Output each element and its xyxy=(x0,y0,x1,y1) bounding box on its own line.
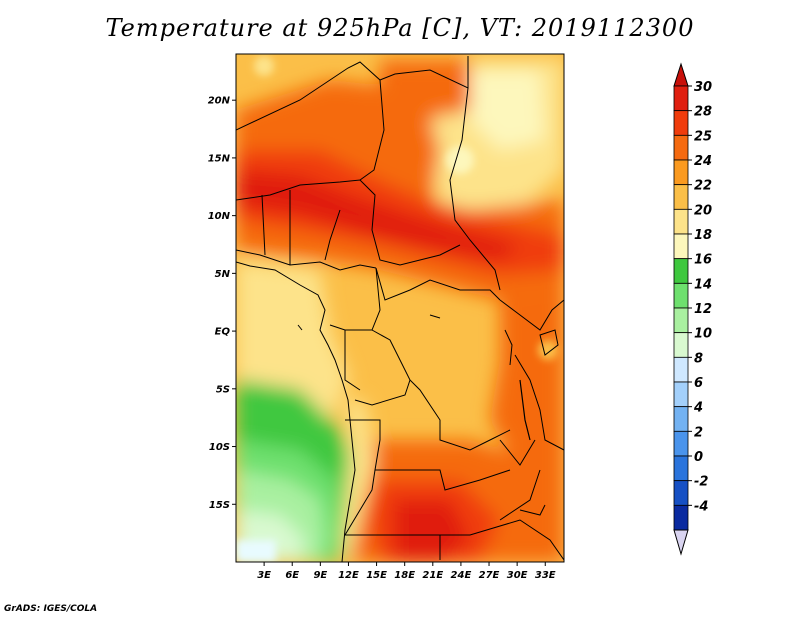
colorbar-swatch xyxy=(673,332,689,358)
colorbar-label: 0 xyxy=(694,450,703,465)
colorbar-label: 24 xyxy=(694,154,712,169)
colorbar-swatch xyxy=(673,258,689,284)
colorbar-swatch xyxy=(673,233,689,260)
lat-tick-label: EQ xyxy=(215,327,231,338)
lon-tick-label: 24E xyxy=(451,570,472,581)
lon-tick-label: 6E xyxy=(285,570,299,581)
latitude-axis: 20N 15N 10N 5N EQ 5S 10S 15S xyxy=(208,96,236,511)
colorbar-label: 20 xyxy=(694,203,712,218)
colorbar-swatch xyxy=(673,134,689,161)
lat-tick-label: 5S xyxy=(216,384,230,395)
lat-tick-label: 15S xyxy=(209,500,230,511)
colorbar-label: 16 xyxy=(694,253,712,268)
longitude-axis: 3E 6E 9E 12E 15E 18E 21E 24E 27E 30E 33E xyxy=(257,562,556,581)
lat-tick-label: 15N xyxy=(208,153,231,164)
colorbar-label: 22 xyxy=(694,179,712,194)
colorbar-swatch xyxy=(673,307,689,334)
colorbar-swatch xyxy=(673,381,689,408)
colorbar-swatch xyxy=(673,455,689,482)
lon-tick-label: 9E xyxy=(313,570,327,581)
lon-tick-label: 15E xyxy=(366,570,387,581)
colorbar-label: 10 xyxy=(694,327,712,342)
colorbar-label: 28 xyxy=(694,105,712,120)
lon-tick-label: 33E xyxy=(535,570,556,581)
colorbar-swatch xyxy=(673,406,689,432)
plot-frame xyxy=(235,53,565,563)
temperature-field xyxy=(236,54,564,562)
colorbar-swatch xyxy=(673,159,689,186)
colorbar-label: 18 xyxy=(694,228,712,243)
colorbar-swatch xyxy=(673,110,689,136)
colorbar-swatch xyxy=(673,184,689,210)
lon-tick-label: 12E xyxy=(338,570,359,581)
colorbar-label: 4 xyxy=(693,401,703,416)
lat-tick-label: 20N xyxy=(208,96,231,107)
colorbar-swatch xyxy=(673,480,689,506)
colorbar-swatch xyxy=(673,430,689,457)
lat-tick-label: 10N xyxy=(208,211,231,222)
colorbar-label: 8 xyxy=(694,351,703,366)
colorbar-bottom-arrow xyxy=(673,529,689,556)
colorbar-label: 25 xyxy=(694,129,712,144)
map-title: Temperature at 925hPa [C], VT: 201911230… xyxy=(105,14,695,42)
lat-tick-label: 10S xyxy=(209,442,230,453)
lon-tick-label: 3E xyxy=(257,570,271,581)
colorbar-top-arrow xyxy=(673,62,689,87)
lon-tick-label: 27E xyxy=(479,570,500,581)
coastline xyxy=(236,261,559,562)
lat-tick-label: 5N xyxy=(215,269,231,280)
colorbar-label: 2 xyxy=(694,425,703,440)
colorbar-swatch xyxy=(673,504,689,531)
colorbar-label: -2 xyxy=(694,475,708,490)
colorbar-label: 30 xyxy=(694,80,712,95)
lon-tick-label: 18E xyxy=(394,570,415,581)
credit-label: GrADS: IGES/COLA xyxy=(4,604,98,614)
country-borders xyxy=(236,56,564,561)
colorbar-swatch xyxy=(673,208,689,235)
colorbar-swatch xyxy=(673,85,689,112)
colorbar-swatch xyxy=(673,282,689,309)
lon-tick-label: 30E xyxy=(507,570,528,581)
colorbar-label: -4 xyxy=(694,499,708,514)
colorbar-label: 14 xyxy=(694,277,712,292)
colorbar-label: 6 xyxy=(694,376,703,391)
lon-tick-label: 21E xyxy=(422,570,443,581)
colorbar-label: 12 xyxy=(694,302,712,317)
colorbar-swatch xyxy=(673,356,689,383)
